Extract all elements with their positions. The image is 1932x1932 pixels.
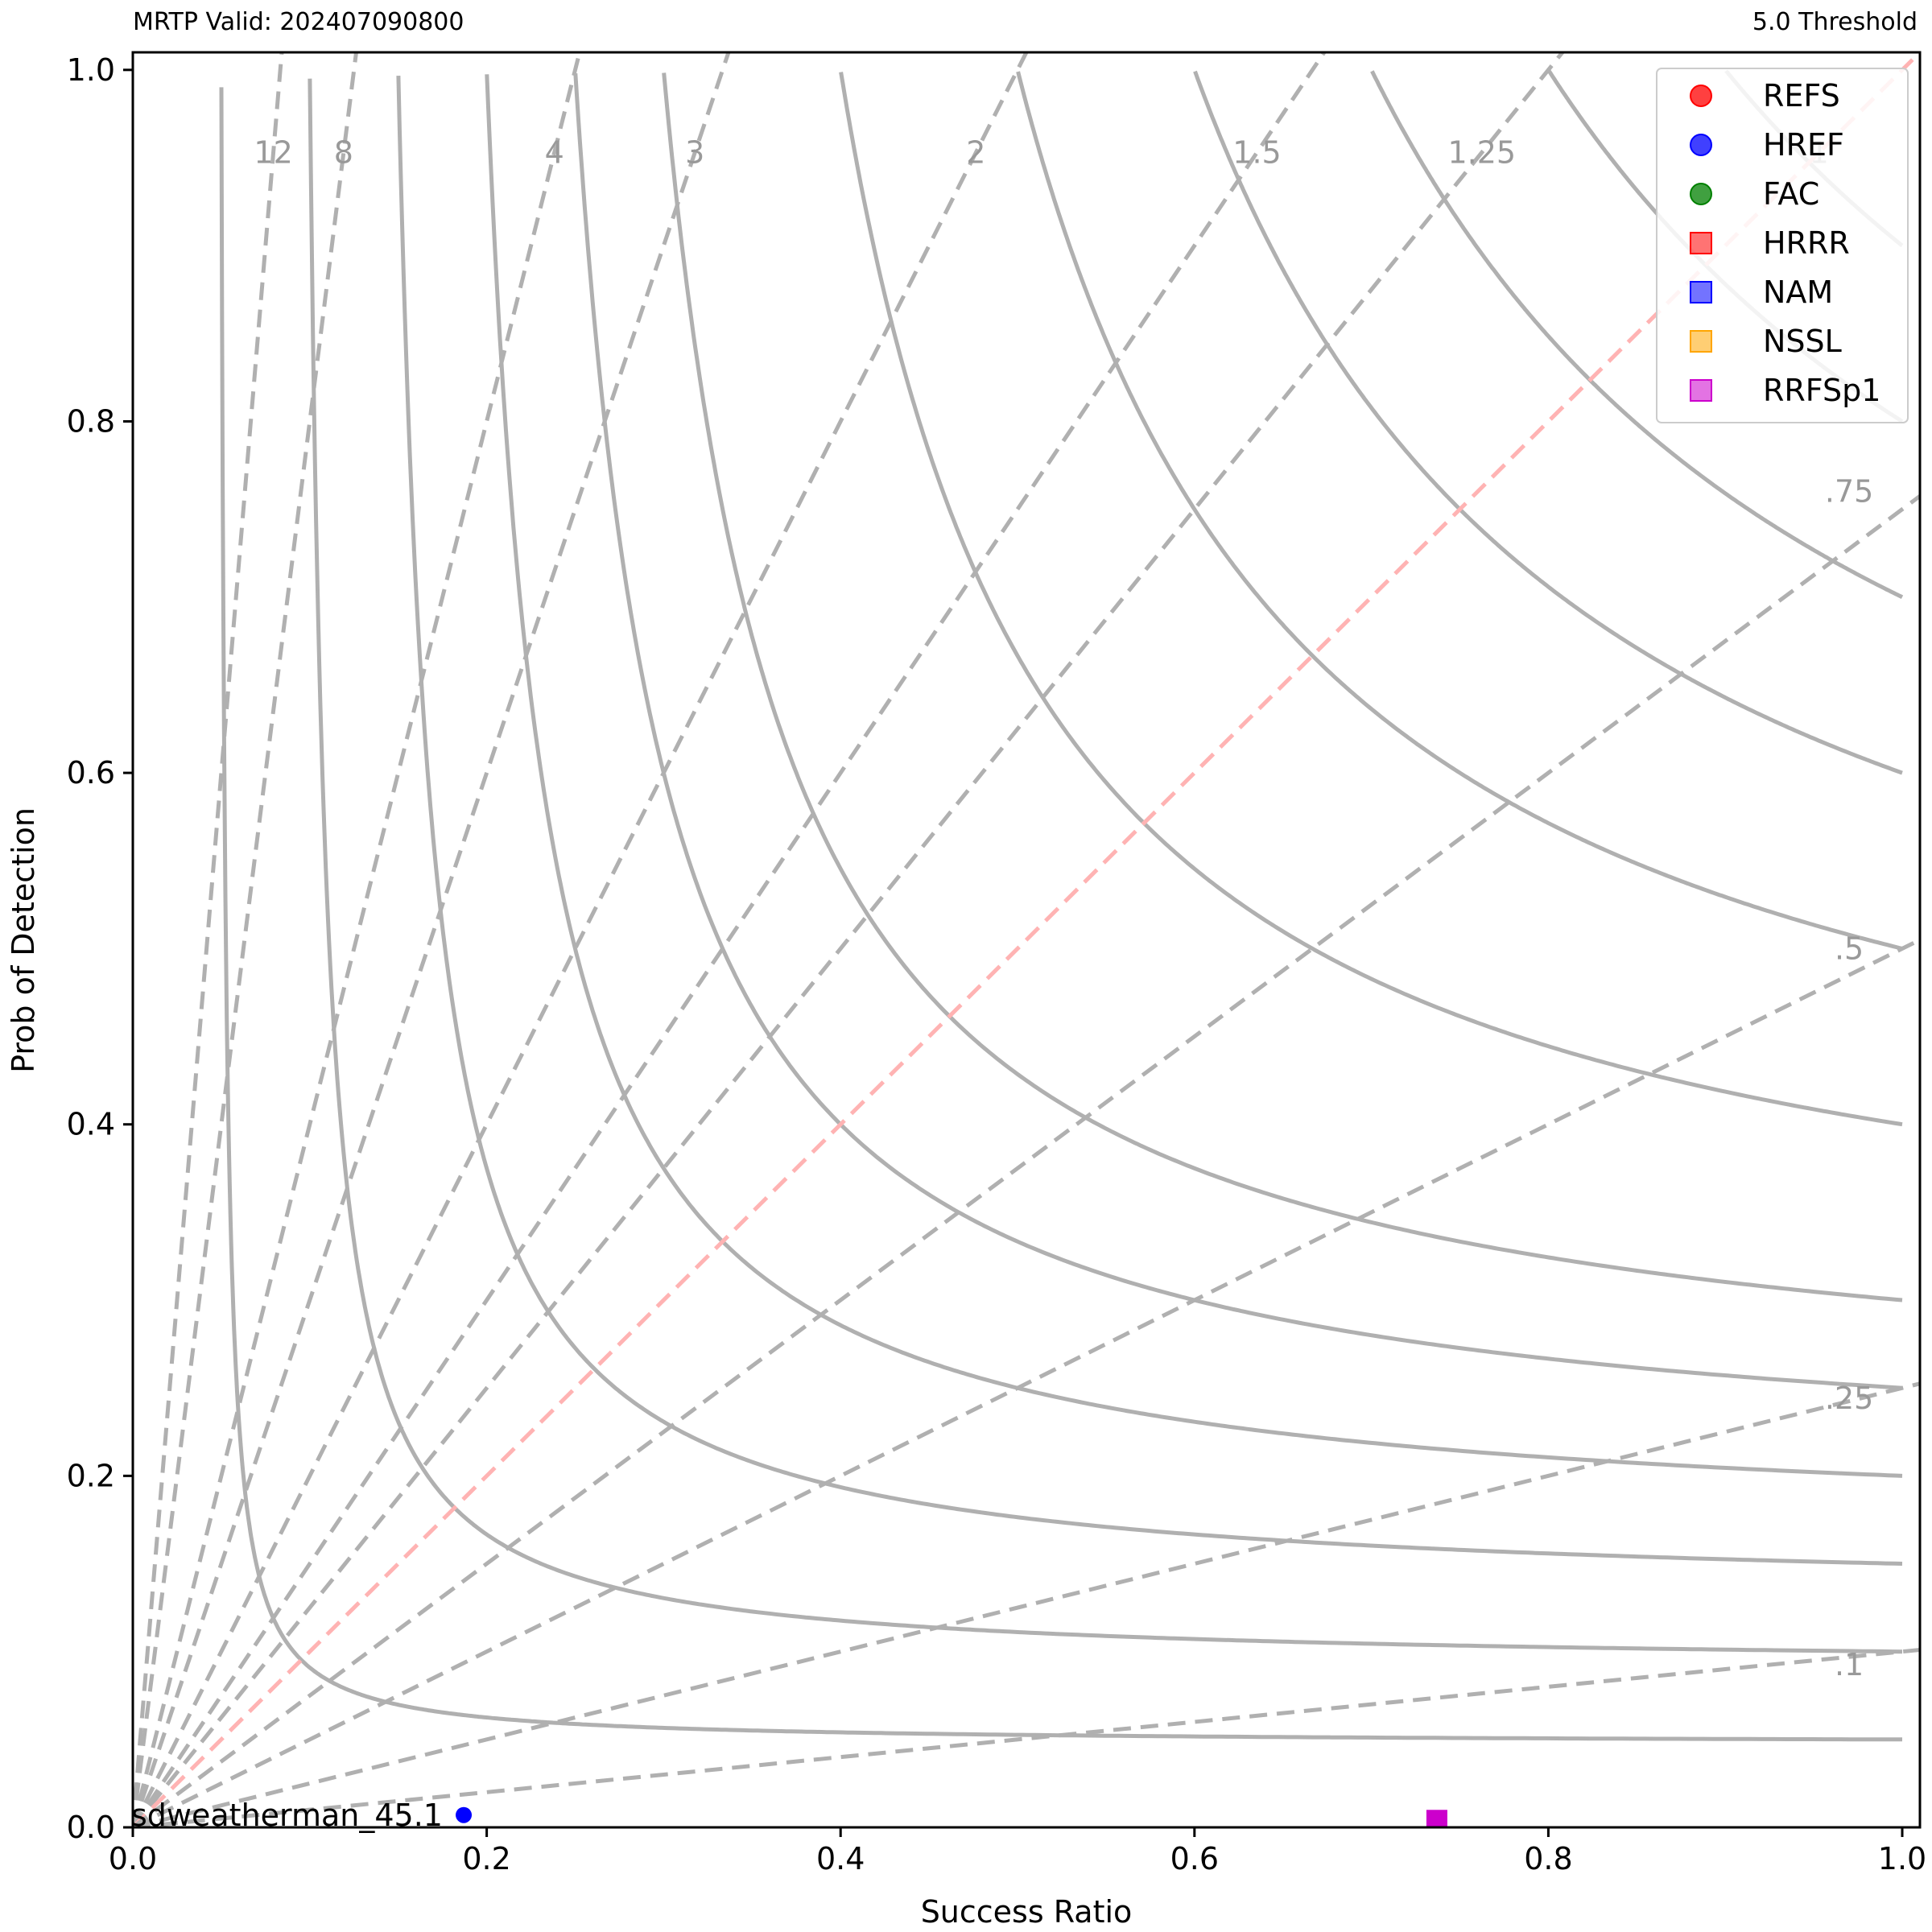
csi-contour-line: [1370, 70, 1904, 600]
bias-label: 4: [545, 134, 564, 170]
bias-line: [133, 937, 1920, 1827]
csi-contour-line: [662, 72, 1903, 1302]
legend-box: [1656, 68, 1909, 423]
csi-label: .5: [1835, 931, 1864, 966]
legend-marker-href: [1690, 134, 1712, 156]
bias-label: 1.5: [1232, 134, 1281, 170]
data-point-rrfsp1: [1426, 1810, 1447, 1827]
plot-frame: [131, 51, 1922, 1829]
y-axis-label: Prob of Detection: [6, 807, 41, 1073]
csi-label: .25: [1825, 1381, 1873, 1416]
csi-contour-line: [219, 87, 1902, 1742]
bias-label: 2: [966, 134, 985, 170]
bias-label: 3: [685, 134, 704, 170]
legend-marker-hrrr: [1690, 232, 1712, 254]
csi-contour-line: [1193, 70, 1903, 775]
y-tick-label: 0.4: [67, 1107, 115, 1142]
y-tick-label: 0.2: [67, 1458, 115, 1493]
csi-contour-line: [485, 74, 1903, 1478]
y-tick-label: 1.0: [67, 52, 115, 88]
legend-marker-refs: [1690, 85, 1712, 107]
x-tick-label: 0.8: [1524, 1841, 1572, 1876]
bias-label: 12: [254, 134, 292, 170]
bias-line: [133, 52, 1029, 1827]
axes: 0.0 0.2 0.4 0.6 0.8 1.0 0.0 0.2 0.4 0.6 0.8 1.0: [67, 52, 1927, 1876]
csi-contour-line: [839, 72, 1903, 1127]
csi-contours: [219, 69, 1904, 1742]
legend-label-fac: FAC: [1763, 176, 1819, 212]
legend-label-nam: NAM: [1763, 275, 1833, 310]
y-tick-label: 0.0: [67, 1810, 115, 1845]
legend-label-nssl: NSSL: [1763, 324, 1842, 359]
x-tick-label: 0.0: [109, 1841, 157, 1876]
legend: REFS HREF FAC HRRR NAM NSSL RRFSp1: [1656, 68, 1909, 423]
bias-line: [133, 52, 731, 1827]
legend-marker-fac: [1690, 183, 1712, 205]
chart-title-right: 5.0 Threshold: [1752, 8, 1918, 36]
csi-label: .75: [1825, 474, 1873, 510]
legend-label-href: HREF: [1763, 127, 1844, 163]
bias-line: [133, 52, 582, 1827]
legend-marker-rrfsp1: [1690, 379, 1712, 402]
legend-marker-nssl: [1690, 330, 1712, 353]
watermark: sdweatherman_45.1: [131, 1798, 443, 1833]
x-tick-label: 1.0: [1878, 1841, 1926, 1876]
bias-label: 8: [334, 134, 353, 170]
y-tick-label: 0.8: [67, 403, 115, 439]
x-tick-label: 0.4: [816, 1841, 865, 1876]
csi-contour-line: [396, 76, 1903, 1566]
csi-contour-line: [573, 73, 1903, 1390]
data-point-href: [456, 1806, 473, 1823]
data-points: [456, 1806, 1447, 1827]
bias-line: [133, 52, 1566, 1827]
x-tick-label: 0.2: [462, 1841, 510, 1876]
chart-title-left: MRTP Valid: 202407090800: [133, 8, 464, 36]
bias-label: 1.25: [1447, 134, 1516, 170]
bias-line: [133, 1381, 1920, 1827]
legend-label-hrrr: HRRR: [1763, 225, 1850, 261]
legend-marker-nam: [1690, 281, 1712, 303]
bias-line: [133, 493, 1920, 1827]
legend-label-rrfsp1: RRFSp1: [1763, 373, 1880, 408]
legend-label-refs: REFS: [1763, 78, 1840, 114]
csi-contour-line: [308, 78, 1903, 1654]
csi-contour-line: [1016, 71, 1903, 951]
bias-lines: [133, 52, 1920, 1827]
bias-line: [133, 52, 1327, 1827]
y-tick-label: 0.6: [67, 755, 115, 791]
csi-label: .1: [1835, 1647, 1864, 1682]
bias-line: [133, 1647, 1920, 1827]
x-tick-label: 0.6: [1170, 1841, 1219, 1876]
x-axis-label: Success Ratio: [921, 1894, 1133, 1930]
